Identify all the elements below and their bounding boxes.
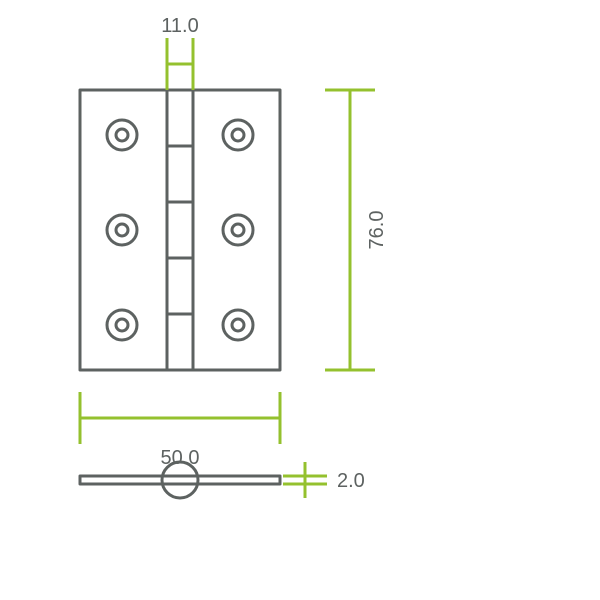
dim-label: 50.0 — [161, 447, 200, 469]
dim-label: 76.0 — [366, 211, 388, 250]
dim-label: 11.0 — [161, 15, 198, 37]
screw-hole-outer — [223, 310, 253, 340]
screw-hole-inner — [116, 224, 128, 236]
screw-hole-outer — [107, 310, 137, 340]
screw-hole-inner — [232, 129, 244, 141]
screw-hole-outer — [223, 120, 253, 150]
side-view-plate — [80, 476, 280, 484]
screw-hole-outer — [107, 120, 137, 150]
screw-hole-inner — [116, 319, 128, 331]
hinge-knuckle — [167, 90, 193, 370]
screw-hole-outer — [107, 215, 137, 245]
hinge-technical-drawing: 11.0 76.0 50.0 2.0 — [0, 0, 600, 600]
screw-hole-inner — [232, 319, 244, 331]
screw-hole-inner — [232, 224, 244, 236]
screw-hole-outer — [223, 215, 253, 245]
hinge-leaf-left — [80, 90, 167, 370]
dim-label: 2.0 — [337, 470, 365, 492]
screw-hole-inner — [116, 129, 128, 141]
hinge-leaf-right — [193, 90, 280, 370]
